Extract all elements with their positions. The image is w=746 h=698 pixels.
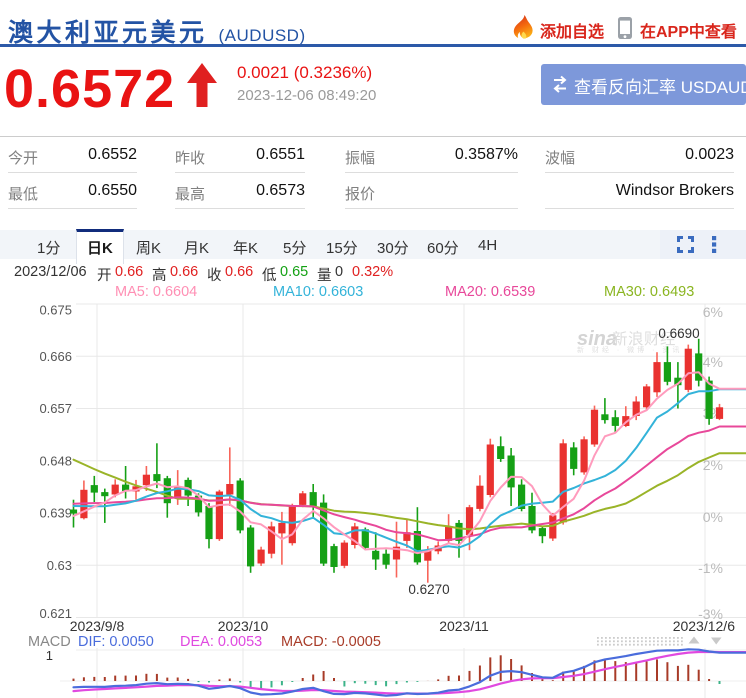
svg-text:0.639: 0.639 (39, 506, 72, 521)
svg-text:新浪财经: 新浪财经 (612, 330, 676, 348)
svg-text:-3%: -3% (698, 606, 723, 622)
svg-text:6%: 6% (703, 304, 723, 320)
svg-text:0.621: 0.621 (39, 606, 72, 621)
svg-text:0.63: 0.63 (47, 558, 72, 573)
svg-text:0.6690: 0.6690 (658, 326, 699, 341)
svg-text:0.666: 0.666 (39, 349, 72, 364)
svg-text:2023/11: 2023/11 (439, 618, 489, 634)
svg-text:2023/12/6: 2023/12/6 (673, 618, 735, 634)
svg-text:新 财经 · 微博 · 资讯: 新 财经 · 微博 · 资讯 (577, 345, 682, 354)
svg-text:0.6270: 0.6270 (408, 582, 449, 597)
svg-text:4%: 4% (703, 354, 723, 370)
svg-text:0.657: 0.657 (39, 401, 72, 416)
svg-text:-1%: -1% (698, 560, 723, 576)
svg-text:2%: 2% (703, 457, 723, 473)
svg-text:0%: 0% (703, 509, 723, 525)
svg-text:0.648: 0.648 (39, 454, 72, 469)
svg-text:sina: sina (577, 328, 617, 350)
svg-text:1: 1 (46, 648, 53, 663)
svg-text:0.675: 0.675 (39, 303, 72, 318)
svg-text:2023/9/8: 2023/9/8 (70, 618, 125, 634)
svg-text:2023/10: 2023/10 (218, 618, 269, 634)
